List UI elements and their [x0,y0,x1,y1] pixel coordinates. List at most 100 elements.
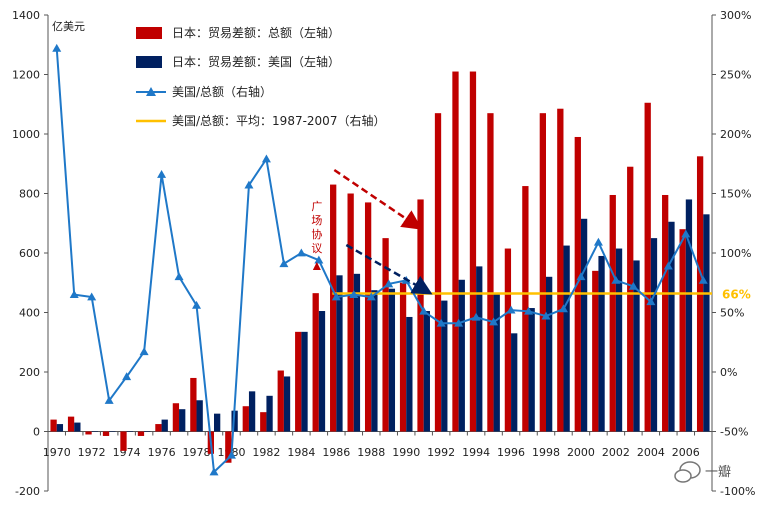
bar-total-1978 [190,377,197,432]
bar-total-1989 [382,238,389,432]
bar-us-2002 [615,248,623,432]
bar-total-1986 [330,184,337,432]
bar-us-1985 [318,311,326,432]
left-tick-label: 400 [19,307,40,320]
us-share-point-1986 [331,292,341,301]
bar-us-1977 [179,409,186,432]
us-decline-arrow [345,243,433,295]
us-share-point-1980 [226,450,236,459]
bar-us-1994 [476,266,483,432]
left-tick-label: 800 [19,188,40,201]
x-tick-label: 1978 [183,446,211,459]
bar-total-1990 [399,282,407,432]
bar-total-1976 [155,424,162,432]
total-decline-arrow [333,168,423,230]
right-tick-label: 0% [720,366,737,379]
bar-total-1999 [557,108,564,432]
bar-us-1975 [144,431,151,432]
us-share-point-1981 [244,180,254,189]
bar-us-1992 [441,300,448,432]
bar-total-1993 [452,71,459,432]
bar-us-1971 [74,422,81,432]
bar-total-1981 [242,406,249,432]
left-tick-label: 1400 [12,9,40,22]
bar-total-1972 [85,431,92,435]
bar-total-1984 [295,331,302,432]
us-share-point-1971 [69,290,79,299]
us-share-point-1999 [558,304,568,313]
us-share-point-1978 [192,300,202,309]
chat-icon-small [674,469,692,483]
right-tick-label: 100% [720,247,751,260]
x-tick-label: 1990 [392,446,420,459]
bar-us-1988 [371,290,378,432]
right-tick-label: 250% [720,69,751,82]
bar-total-1977 [172,403,180,432]
legend-swatch-1 [136,56,162,68]
right-tick-label: 150% [720,188,751,201]
bar-total-1980 [225,431,232,463]
us-share-point-1996 [506,305,516,314]
average-value-label: 66% [722,287,751,301]
us-share-point-1973 [104,396,114,404]
bar-total-1998 [539,113,546,432]
us-share-point-1976 [157,169,167,178]
right-tick-label: -50% [720,426,748,439]
bar-us-1982 [266,395,273,432]
us-share-point-1974 [122,372,132,381]
x-tick-label: 1996 [497,446,525,459]
bar-us-1996 [511,333,518,432]
axes-layer: -200 0 200 400 600 800 1000 1200 1400 -100% -50% 0%… [12,9,755,498]
left-tick-label: 1200 [12,69,40,82]
legend-label-3: 美国/总额：平均：1987-2007（右轴） [172,113,385,128]
bar-us-1998 [546,276,553,432]
plaza-accord-char: 协 [311,227,322,241]
bar-total-2003 [627,166,634,432]
right-tick-label: 300% [720,9,751,22]
bar-total-1988 [364,202,372,432]
left-tick-label: 600 [19,247,40,260]
us-share-point-1997 [524,306,534,315]
bar-us-1974 [126,431,133,432]
us-share-point-2005 [663,261,673,270]
plaza-accord-char: 广 [311,200,322,213]
watermark-text: 一瓣 [705,465,731,480]
bars-layer [50,71,710,463]
line-layer [52,43,712,476]
bar-us-1973 [109,431,116,432]
bar-total-2001 [592,270,599,432]
bar-total-1994 [469,71,477,432]
bar-us-2007 [703,214,710,432]
right-tick-label: 200% [720,128,751,141]
us-share-point-1991 [419,306,429,315]
x-tick-label: 1994 [462,446,490,459]
x-tick-label: 1998 [532,446,560,459]
bar-total-1987 [347,193,354,432]
legend-marker-2 [146,87,156,96]
bar-total-1971 [67,416,75,432]
x-tick-label: 1986 [322,446,350,459]
left-tick-label: 0 [33,426,40,439]
bar-total-1995 [487,113,494,432]
bar-total-2002 [609,194,616,432]
us-share-point-2000 [576,272,586,281]
bar-us-1993 [458,279,465,432]
x-tick-label: 2004 [637,446,665,459]
bar-us-1983 [283,376,291,432]
bar-total-1983 [277,370,284,432]
us-share-point-2004 [646,297,656,306]
bar-total-1997 [522,186,529,432]
legend-swatch-0 [136,27,162,39]
x-tick-label: 1984 [287,446,315,459]
bar-us-1987 [353,273,361,432]
left-tick-label: 1000 [12,128,40,141]
us-share-point-1989 [384,279,394,288]
bar-total-1970 [50,419,57,432]
us-share-line [55,48,705,475]
bar-total-2004 [644,102,651,432]
us-share-point-1995 [489,317,499,326]
bar-us-1976 [161,419,168,432]
us-share-point-2007 [698,275,708,284]
